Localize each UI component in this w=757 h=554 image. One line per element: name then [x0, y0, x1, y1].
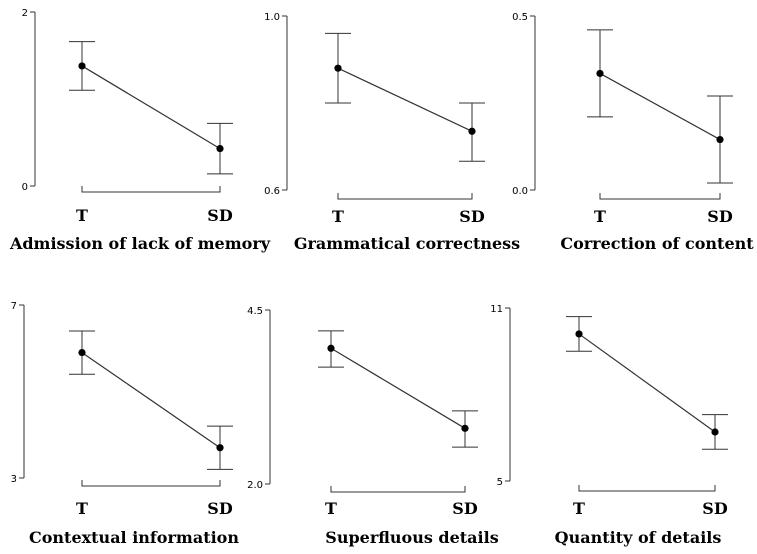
panel-3-y-tick-label: 0.0 — [512, 186, 528, 197]
panel-2-y-tick-label: 0.6 — [264, 186, 280, 197]
panel-5-point — [327, 344, 335, 352]
panel-3-point — [716, 135, 724, 144]
panel-3-x-axis — [599, 193, 721, 200]
panel-4-series-line — [81, 352, 221, 449]
panel-5-x-tick-label: SD — [452, 499, 478, 518]
panel-4-x-axis — [81, 480, 221, 487]
panel-5-y-tick-label: 2.0 — [247, 480, 263, 491]
panel-1-y-tick-label: 0 — [22, 182, 28, 193]
panel-1-point — [78, 62, 86, 70]
panel-4-y-tick-label: 7 — [11, 301, 17, 312]
panel-6-title: Quantity of details — [555, 528, 722, 547]
panel-5-title: Superfluous details — [325, 528, 498, 547]
panel-1-title: Admission of lack of memory — [9, 234, 271, 253]
panel-5-x-axis — [330, 486, 466, 493]
panel-6-point — [575, 330, 583, 338]
panel-4-x-tick-label: SD — [207, 499, 233, 518]
panel-4-point — [216, 444, 224, 452]
panel-1-point — [216, 144, 224, 153]
panel-1-series-line — [81, 65, 221, 150]
panel-2-x-tick-label: SD — [459, 207, 485, 226]
panel-4-x-tick-label: T — [76, 499, 88, 518]
panel-6-y-tick-label: 5 — [497, 477, 503, 488]
panel-3-title: Correction of content — [560, 234, 754, 253]
panel-2-y-tick-label: 1.0 — [264, 12, 280, 23]
panel-2-x-tick-label: T — [332, 207, 344, 226]
panel-3-y-tick-label: 0.5 — [512, 12, 528, 23]
panel-6-point — [711, 428, 719, 436]
panel-6-y-tick-label: 11 — [490, 304, 503, 315]
panel-3-x-tick-label: SD — [707, 207, 733, 226]
panel-1-x-tick-label: T — [76, 206, 88, 225]
panel-6-series-line — [578, 333, 716, 433]
panel-5-point — [461, 424, 469, 432]
panel-2-point — [468, 127, 476, 135]
panel-6-x-axis — [578, 485, 716, 492]
panel-2-series-line — [337, 67, 473, 132]
panel-4-title: Contextual information — [29, 528, 239, 547]
panel-2-point — [334, 64, 342, 72]
panel-6-x-tick-label: T — [573, 499, 585, 518]
panel-5-y-tick-label: 4.5 — [247, 306, 263, 317]
panel-3-point — [596, 69, 604, 78]
panel-3-x-tick-label: T — [594, 207, 606, 226]
panel-2-title: Grammatical correctness — [294, 234, 520, 253]
panel-1-x-tick-label: SD — [207, 206, 233, 225]
panel-3-series-line — [599, 72, 721, 141]
panel-5-x-tick-label: T — [325, 499, 337, 518]
panel-6-x-tick-label: SD — [702, 499, 728, 518]
panel-1-x-axis — [81, 186, 221, 193]
panel-2-x-axis — [337, 193, 473, 200]
panel-4-y-tick-label: 3 — [11, 474, 17, 485]
panel-5-series-line — [330, 347, 466, 429]
panel-1-y-tick-label: 2 — [22, 8, 28, 19]
panel-4-point — [78, 348, 86, 357]
